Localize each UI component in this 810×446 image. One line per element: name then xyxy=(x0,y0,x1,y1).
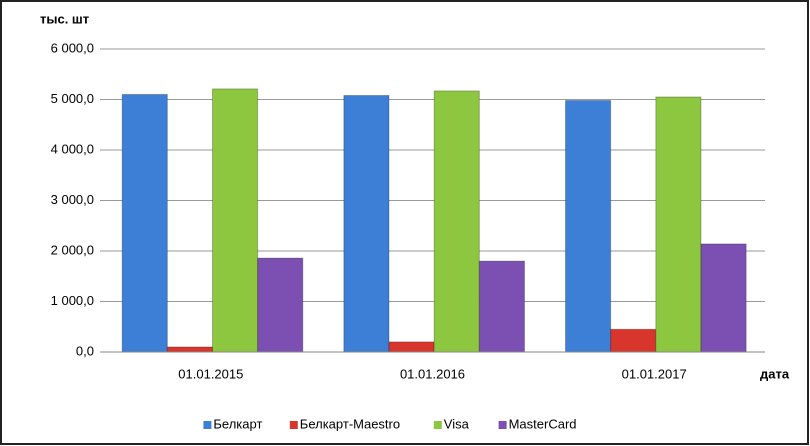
legend-label: MasterCard xyxy=(509,416,577,431)
y-axis-label: тыс. шт xyxy=(40,11,89,26)
bar xyxy=(166,346,213,353)
legend-label: Белкарт-Maestro xyxy=(300,416,400,431)
y-tick-label: 1 000,0 xyxy=(51,293,94,308)
bar xyxy=(388,341,435,353)
bar xyxy=(565,100,612,353)
bar xyxy=(478,260,525,353)
x-axis-label: дата xyxy=(760,366,790,381)
x-tick-label: 01.01.2016 xyxy=(400,366,465,381)
bar xyxy=(655,96,702,353)
x-tick-label: 01.01.2017 xyxy=(622,366,687,381)
bar xyxy=(433,90,480,353)
y-tick-label: 2 000,0 xyxy=(51,242,94,257)
y-tick-label: 5 000,0 xyxy=(51,91,94,106)
bar xyxy=(121,93,168,353)
bar xyxy=(343,94,390,353)
bar xyxy=(211,88,259,353)
legend-swatch xyxy=(498,421,507,429)
legend-label: Белкарт xyxy=(213,416,262,431)
legend-swatch xyxy=(433,421,442,429)
legend-swatch xyxy=(289,421,298,429)
y-tick-label: 4 000,0 xyxy=(51,141,94,156)
bar xyxy=(257,257,304,353)
legend-swatch xyxy=(203,421,212,429)
bar xyxy=(700,243,747,353)
x-tick-label: 01.01.2015 xyxy=(178,366,243,381)
bar xyxy=(610,328,657,353)
y-tick-label: 0,0 xyxy=(76,343,94,358)
y-tick-label: 3 000,0 xyxy=(51,192,94,207)
legend-label: Visa xyxy=(444,416,470,431)
y-tick-label: 6 000,0 xyxy=(51,40,94,55)
